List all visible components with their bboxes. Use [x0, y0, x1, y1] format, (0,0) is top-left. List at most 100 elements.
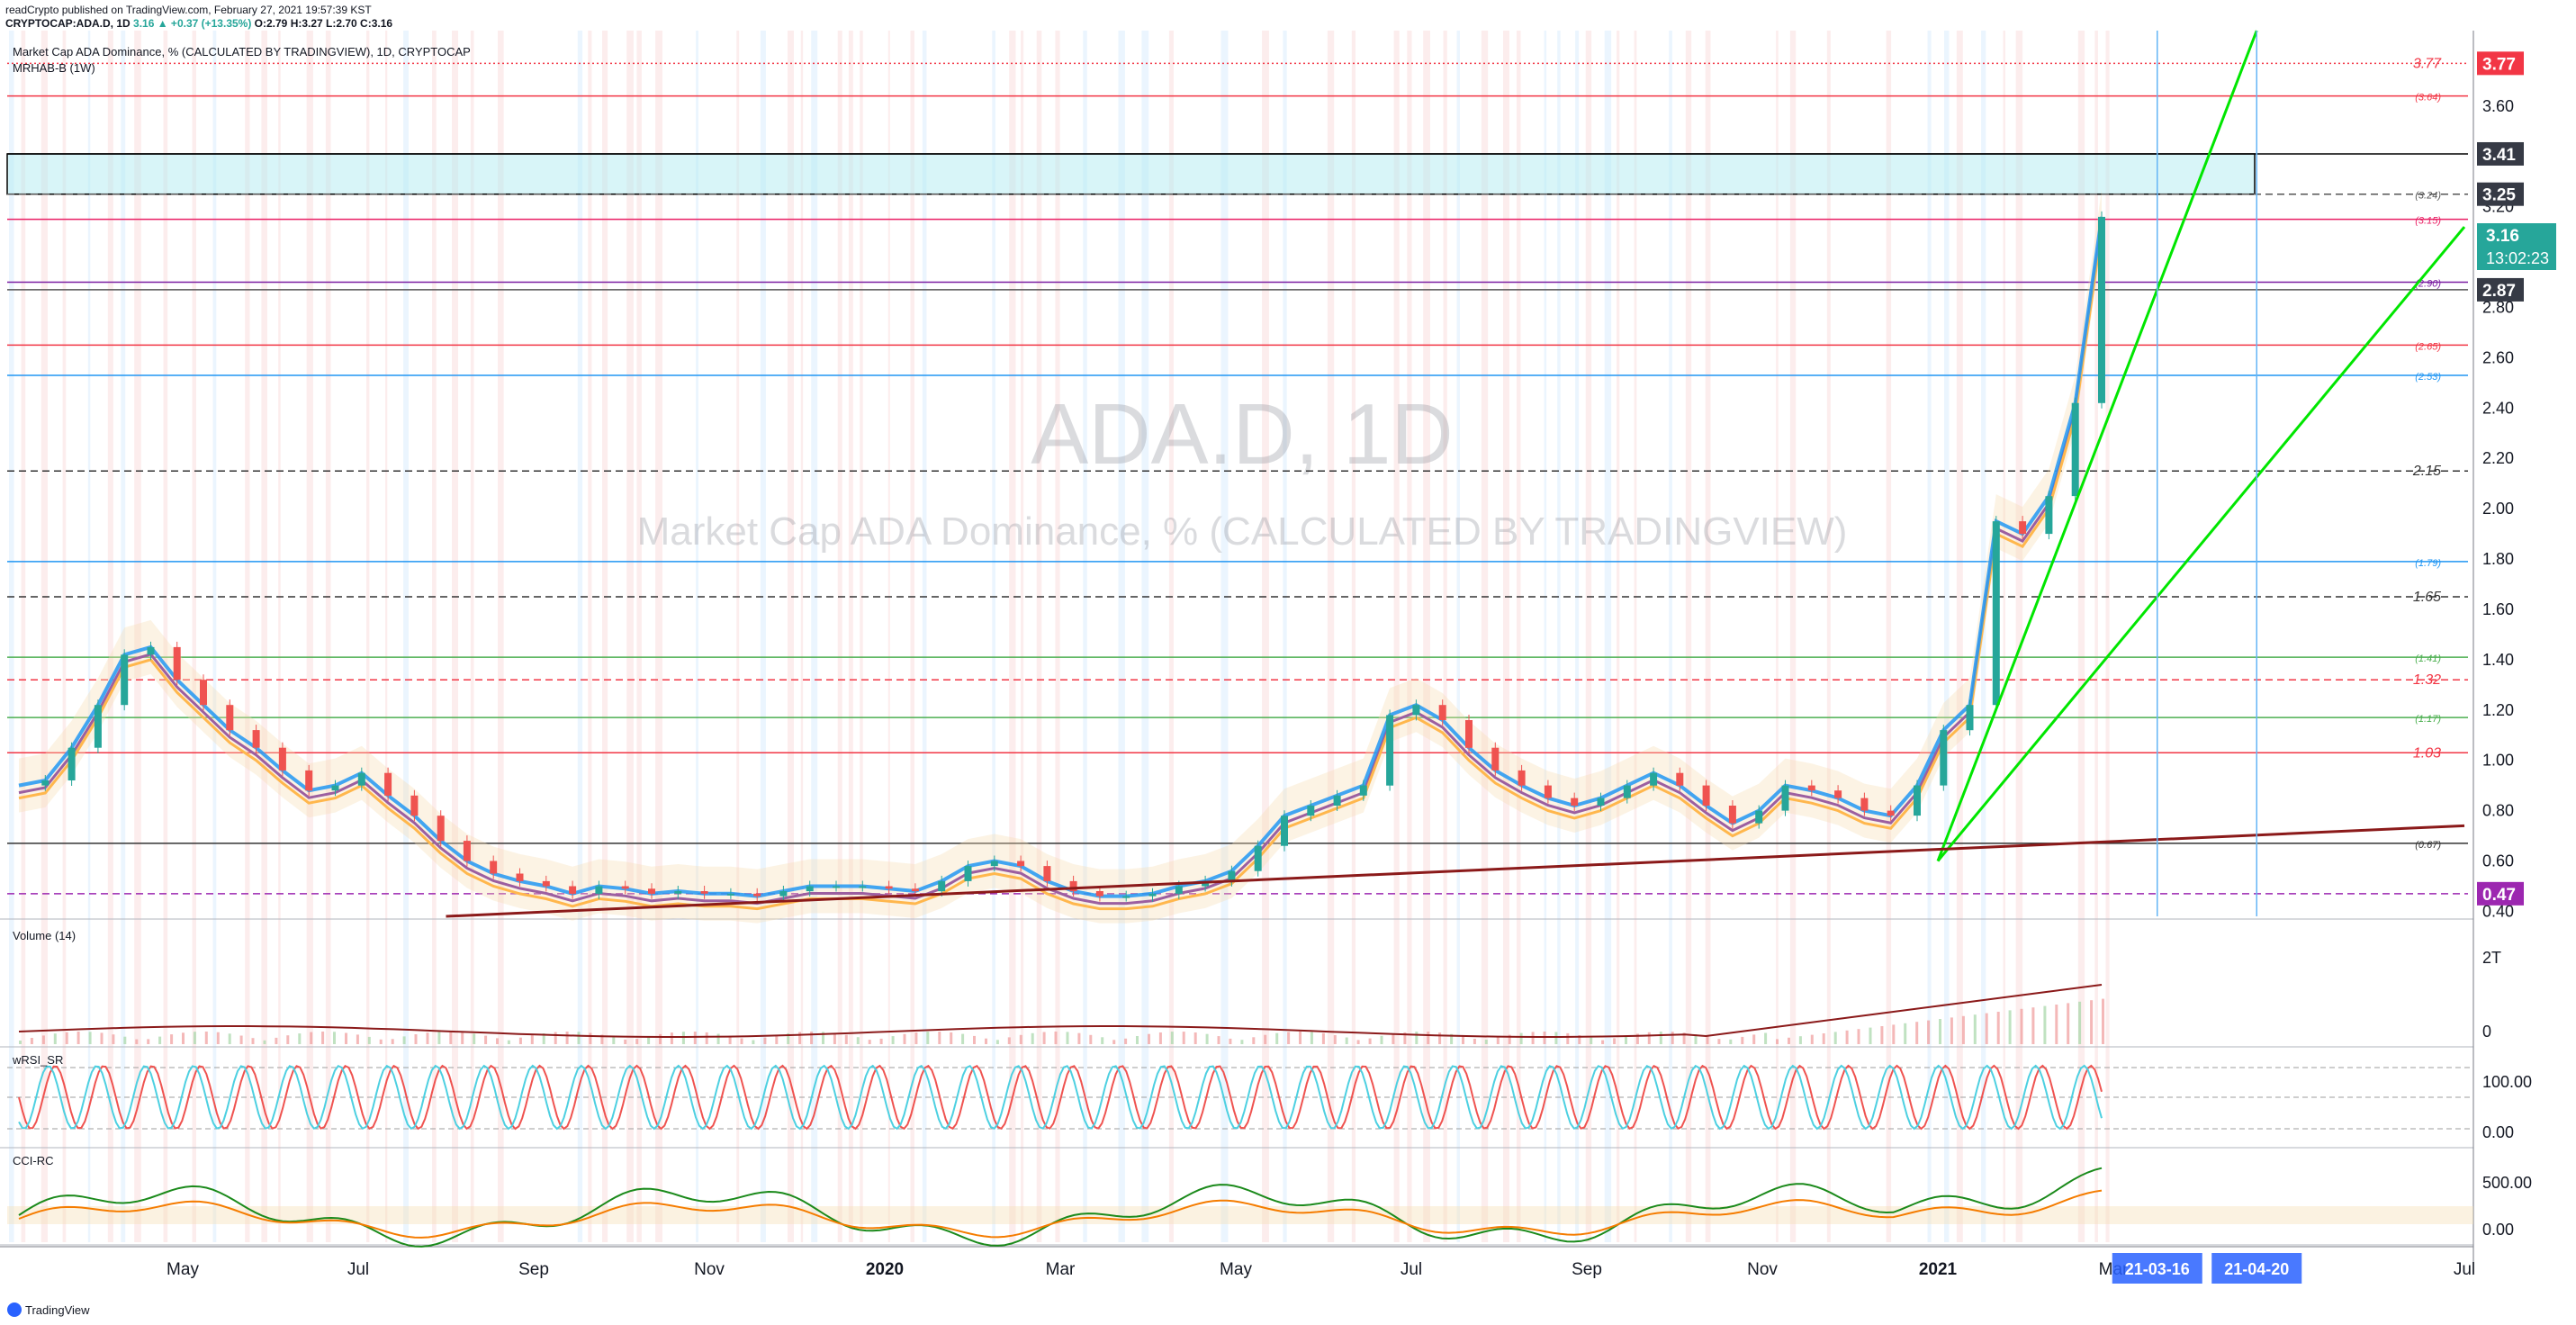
volume-bar	[693, 1032, 697, 1044]
volume-bar	[345, 1032, 347, 1044]
volume-bar	[1613, 1038, 1617, 1044]
signal-band	[325, 31, 331, 1242]
signal-band	[163, 31, 168, 1242]
volume-bar	[1566, 1032, 1570, 1044]
volume-bar	[833, 1032, 836, 1044]
signal-band	[887, 31, 890, 1242]
volume-bar	[298, 1033, 302, 1044]
volume-bar	[1392, 1033, 1395, 1044]
subpane-y-tick: 0.00	[2482, 1221, 2514, 1239]
volume-bar	[1554, 1032, 1558, 1044]
date-badge-label: 21-04-20	[2224, 1260, 2289, 1278]
y-tick-label: 2.20	[2482, 449, 2514, 467]
volume-ma-line	[18, 984, 2103, 1038]
volume-bar	[1415, 1032, 1419, 1044]
volume-bar	[53, 1033, 57, 1044]
signal-band	[1220, 31, 1229, 1242]
signal-band	[788, 31, 794, 1242]
date-badge-label: 21-03-16	[2125, 1260, 2190, 1278]
brand-label: TradingView	[25, 1302, 90, 1317]
volume-bar	[1380, 1035, 1383, 1044]
volume-bar	[1869, 1027, 1872, 1044]
signal-band	[577, 31, 583, 1242]
x-tick-label: May	[1220, 1260, 1252, 1279]
volume-bar	[1310, 1032, 1313, 1044]
bg-bands	[9, 31, 2110, 1242]
indicator-label: MRHAB-B (1W)	[13, 61, 95, 75]
volume-bar	[239, 1035, 243, 1044]
panes	[0, 31, 2474, 1269]
y-tick-label: 2.60	[2482, 348, 2514, 366]
signal-band	[1407, 31, 1412, 1242]
y-tick-label: 2.40	[2482, 399, 2514, 417]
volume-bar	[2020, 1008, 2023, 1044]
level-label: (3.64)	[2415, 93, 2441, 104]
signal-band	[1789, 31, 1797, 1242]
volume-bar	[926, 1032, 930, 1044]
volume-bar	[787, 1032, 790, 1044]
volume-bar	[1915, 1022, 1919, 1044]
tradingview-brand[interactable]: TradingView	[7, 1302, 90, 1317]
watermark-symbol: ADA.D, 1D	[1031, 386, 1453, 482]
volume-bar	[321, 1032, 325, 1044]
signal-band	[62, 31, 67, 1242]
countdown: 13:02:23	[2486, 249, 2549, 267]
x-tick-label: 2021	[1919, 1260, 1958, 1279]
volume-bar	[1356, 1040, 1360, 1044]
volume-bar	[775, 1034, 779, 1044]
volume-bar	[1287, 1032, 1291, 1044]
volume-bar	[798, 1032, 802, 1044]
signal-band	[626, 31, 634, 1242]
volume-bar	[612, 1037, 616, 1044]
signal-band	[1456, 31, 1460, 1242]
volume-bar	[426, 1032, 429, 1044]
volume-bar	[19, 1041, 22, 1044]
subpane-y-tick: 100.00	[2482, 1073, 2532, 1091]
signal-band	[87, 31, 91, 1242]
volume-bar	[1462, 1036, 1464, 1044]
volume-bar	[402, 1036, 406, 1044]
price-badge	[2477, 141, 2524, 166]
volume-bar	[822, 1032, 824, 1044]
volume-bar	[1205, 1033, 1209, 1044]
volume-bar	[1927, 1020, 1931, 1044]
signal-band	[1669, 31, 1672, 1242]
volume-bar	[1961, 1015, 1965, 1044]
signal-band	[1705, 31, 1711, 1242]
volume-bar	[985, 1038, 987, 1044]
volume-bar	[2031, 1007, 2035, 1044]
pane-title: Market Cap ADA Dominance, % (CALCULATED …	[13, 45, 471, 59]
volume-bar	[1193, 1032, 1197, 1044]
volume-bar	[2043, 1005, 2047, 1044]
signal-band	[696, 31, 698, 1242]
volume-bar	[1682, 1032, 1686, 1044]
volume-bar	[65, 1032, 68, 1044]
volume-bar	[938, 1032, 941, 1044]
level-label: 1.65	[2413, 590, 2441, 605]
y-tick-label: 1.80	[2482, 550, 2514, 568]
volume-bar	[565, 1032, 569, 1044]
volume-bar	[1054, 1032, 1058, 1044]
volume-bar	[1182, 1032, 1185, 1044]
volume-bar	[41, 1035, 45, 1044]
signal-band	[1575, 31, 1580, 1242]
signal-band	[245, 31, 250, 1242]
y-tick-label: 0.40	[2482, 902, 2514, 920]
subpane-y-tick: 0	[2482, 1023, 2491, 1041]
volume-bar	[1252, 1037, 1256, 1044]
x-tick-label: Sep	[518, 1260, 549, 1279]
ohlc-values: O:2.79 H:3.27 L:2.70 C:3.16	[254, 17, 393, 30]
signal-band	[736, 31, 740, 1242]
volume-bar	[170, 1034, 174, 1044]
signal-band	[800, 31, 804, 1242]
volume-bar	[1810, 1034, 1814, 1044]
signal-band	[1118, 31, 1125, 1242]
signal-band	[848, 31, 853, 1242]
volume-bar	[1229, 1038, 1232, 1044]
volume-bar	[1519, 1032, 1523, 1044]
trend-lines	[446, 30, 2466, 918]
volume-bar	[752, 1040, 755, 1044]
signal-band	[837, 31, 842, 1242]
price-levels: 3.77 (3.64) (3.24) (3.15) (2.90) (2.65) (2.53)…	[7, 56, 2468, 895]
